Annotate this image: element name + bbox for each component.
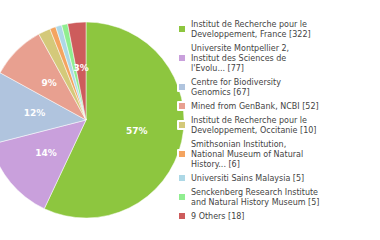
svg-text:Universite Montpellier 2,: Universite Montpellier 2, xyxy=(191,44,289,53)
svg-text:Institut de Recherche pour le: Institut de Recherche pour le xyxy=(191,116,307,125)
svg-text:9%: 9% xyxy=(42,78,57,88)
svg-text:57%: 57% xyxy=(126,126,148,136)
svg-text:Genomics [67]: Genomics [67] xyxy=(191,88,250,97)
svg-text:Universiti Sains Malaysia [5]: Universiti Sains Malaysia [5] xyxy=(191,174,304,183)
svg-text:3%: 3% xyxy=(73,63,88,73)
svg-text:Centre for Biodiversity: Centre for Biodiversity xyxy=(191,78,281,87)
svg-text:Smithsonian Institution,: Smithsonian Institution, xyxy=(191,140,286,149)
svg-text:History... [6]: History... [6] xyxy=(191,160,240,169)
svg-text:12%: 12% xyxy=(24,108,46,118)
svg-text:l'Evolu... [77]: l'Evolu... [77] xyxy=(191,64,244,73)
svg-text:Developpement, France [322]: Developpement, France [322] xyxy=(191,30,311,39)
svg-text:14%: 14% xyxy=(35,148,57,158)
svg-text:National Museum of Natural: National Museum of Natural xyxy=(191,150,303,159)
svg-text:Institut des Sciences de: Institut des Sciences de xyxy=(191,54,286,63)
svg-text:Institut de Recherche pour le: Institut de Recherche pour le xyxy=(191,20,307,29)
svg-text:and Natural History Museum [5]: and Natural History Museum [5] xyxy=(191,198,319,207)
svg-text:9 Others [18]: 9 Others [18] xyxy=(191,212,244,221)
svg-text:Developpement, Occitanie [10]: Developpement, Occitanie [10] xyxy=(191,126,316,135)
svg-text:Senckenberg Research Institute: Senckenberg Research Institute xyxy=(191,188,318,197)
svg-text:Mined from GenBank, NCBI [52]: Mined from GenBank, NCBI [52] xyxy=(191,102,319,111)
